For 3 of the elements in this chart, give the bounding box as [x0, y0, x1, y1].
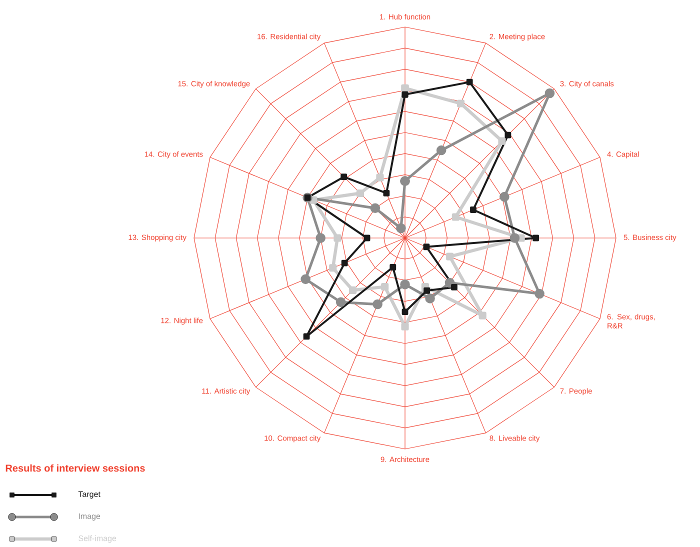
text: Image: [78, 513, 100, 521]
text: Target: [78, 491, 100, 499]
legend-title: Results of interview sessions: [6, 464, 145, 472]
